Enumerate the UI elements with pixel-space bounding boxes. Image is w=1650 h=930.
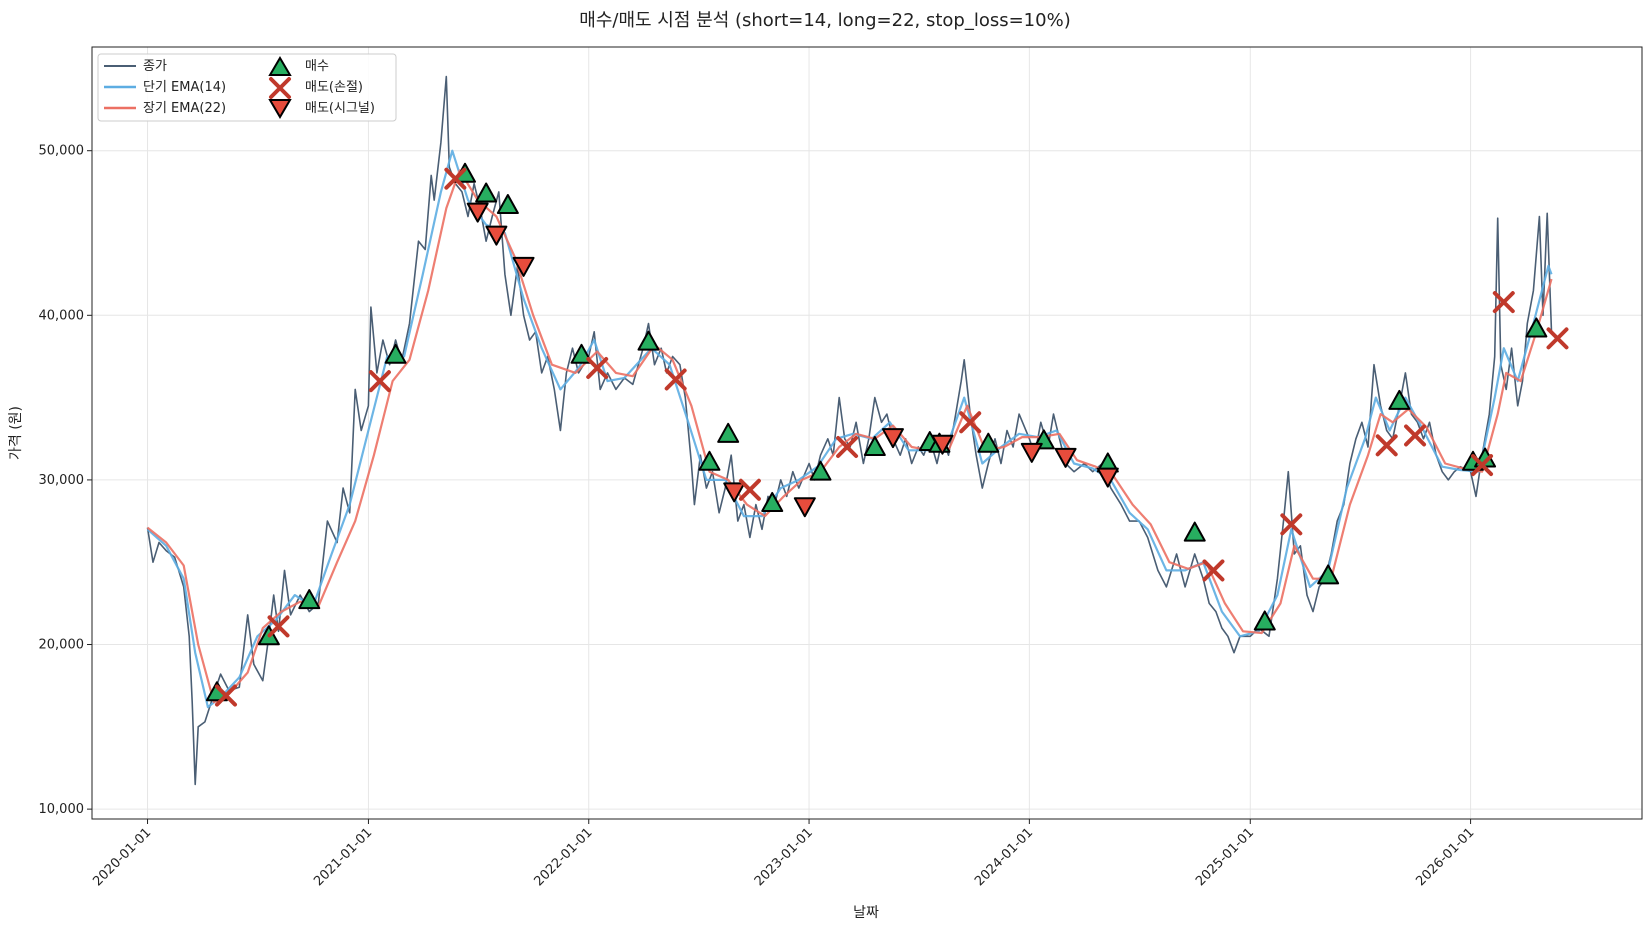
y-tick-label: 10,000 <box>39 802 85 817</box>
legend-label-sell-signal: 매도(시그널) <box>305 101 375 116</box>
sell-stop-marker <box>1546 327 1569 350</box>
sell-stop-marker <box>1404 424 1427 447</box>
legend-label-sell-stop: 매도(손절) <box>305 80 363 95</box>
x-tick-label: 2021-01-01 <box>311 825 375 889</box>
sell-stop-marker <box>738 478 761 501</box>
buy-marker <box>1183 521 1206 542</box>
sell-signal-marker <box>723 482 746 503</box>
buy-marker <box>298 589 321 610</box>
buy-marker <box>863 435 886 456</box>
sell-signal-marker <box>1096 467 1119 488</box>
sell-signal-marker <box>881 428 904 449</box>
sell-stop-marker <box>1471 454 1494 477</box>
sell-signal-marker <box>793 497 816 518</box>
sell-stop-marker <box>444 167 467 190</box>
sell-stop-marker <box>664 368 687 391</box>
legend-label-close: 종가 <box>143 59 167 74</box>
buy-marker <box>1388 389 1411 410</box>
buy-marker <box>475 182 498 203</box>
x-gridlines <box>147 47 1472 819</box>
legend-label-ema-long: 장기 EMA(22) <box>143 101 226 116</box>
plot-area <box>91 46 1643 820</box>
legend-swatch-sell-signal <box>268 99 292 119</box>
sell-stop-marker <box>368 370 391 393</box>
sell-signal-marker <box>1020 442 1043 463</box>
legend-swatch-sell-stop <box>269 77 291 99</box>
legend-swatch-buy <box>268 56 292 76</box>
buy-marker <box>809 460 832 481</box>
x-axis-title: 날짜 <box>853 905 879 921</box>
buy-marker <box>977 432 1000 453</box>
y-tick-label: 20,000 <box>39 638 85 653</box>
chart-title: 매수/매도 시점 분석 (short=14, long=22, stop_los… <box>579 10 1070 31</box>
legend-label-buy: 매수 <box>305 59 329 74</box>
plot-frame <box>91 46 1643 820</box>
sell-signal-marker <box>485 225 508 246</box>
sell-stop-marker <box>1492 291 1515 314</box>
marker-layer <box>205 162 1569 707</box>
x-tick-label: 2024-01-01 <box>972 825 1036 889</box>
x-tick-label: 2020-01-01 <box>90 825 154 889</box>
buy-marker <box>384 343 407 364</box>
sell-stop-marker <box>1202 559 1225 582</box>
series-layer <box>146 75 1553 786</box>
buy-marker <box>1253 610 1276 631</box>
x-tick-label: 2022-01-01 <box>532 825 596 889</box>
x-tick-label: 2025-01-01 <box>1193 825 1257 889</box>
y-gridlines <box>92 150 1642 810</box>
sell-stop-marker <box>586 356 609 379</box>
buy-marker <box>698 450 721 471</box>
y-axis-ticks: 10,000 20,000 30,000 40,000 50,000 <box>39 144 92 817</box>
buy-marker <box>637 330 660 351</box>
plot-background <box>92 47 1642 819</box>
sell-stop-marker <box>267 615 290 638</box>
x-tick-label: 2026-01-01 <box>1413 825 1477 889</box>
sell-signal-marker <box>1054 447 1077 468</box>
sell-stop-marker <box>959 411 982 434</box>
buy-marker <box>1525 317 1548 338</box>
sell-signal-marker <box>466 202 489 223</box>
y-axis-title: 가격 (원) <box>8 406 24 460</box>
y-tick-label: 30,000 <box>39 473 85 488</box>
sell-stop-marker <box>214 684 237 707</box>
y-tick-label: 50,000 <box>39 144 85 159</box>
legend-label-ema-short: 단기 EMA(14) <box>143 80 226 95</box>
x-axis-ticks: 2020-01-01 2021-01-01 2022-01-01 2023-01-01… <box>90 819 1477 889</box>
buy-marker <box>761 491 784 512</box>
y-tick-label: 40,000 <box>39 308 85 323</box>
sell-signal-marker <box>512 256 535 277</box>
buy-marker <box>717 422 740 443</box>
legend-box <box>97 53 397 122</box>
buy-marker <box>1317 564 1340 585</box>
x-tick-label: 2023-01-01 <box>752 825 816 889</box>
sell-stop-marker <box>1280 513 1303 536</box>
sell-signal-marker <box>931 434 954 455</box>
legend: 종가 단기 EMA(14) 장기 EMA(22) 매수 매도(손절) 매도(시그… <box>97 53 397 122</box>
sell-stop-marker <box>1375 434 1398 457</box>
series-line-ema-long <box>146 169 1553 704</box>
sell-stop-marker <box>836 435 859 458</box>
buy-marker <box>496 194 519 215</box>
